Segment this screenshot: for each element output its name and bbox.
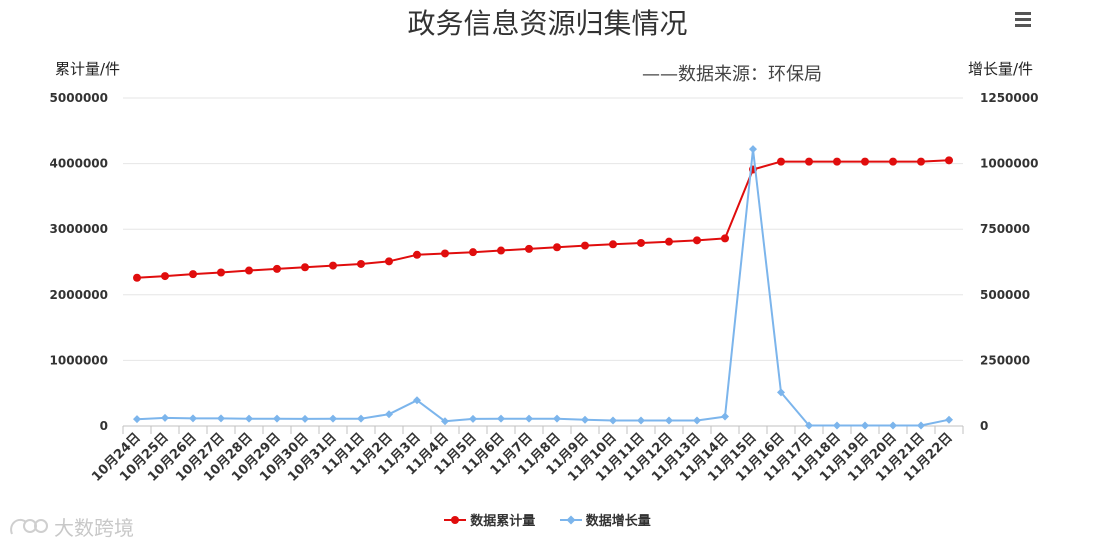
data-point-0 <box>413 250 421 259</box>
data-point-0 <box>497 246 505 255</box>
data-point-0 <box>721 234 729 243</box>
y-left-tick-label: 3000000 <box>50 222 108 236</box>
y-left-tick-label: 5000000 <box>50 91 108 105</box>
y-left-tick-label: 1000000 <box>50 353 108 367</box>
hamburger-menu-icon[interactable] <box>1011 8 1035 30</box>
y-right-tick-label: 250000 <box>980 353 1030 367</box>
data-point-1 <box>749 145 757 154</box>
data-point-0 <box>133 273 141 282</box>
series-line-1 <box>136 148 950 427</box>
y-right-tick-label: 0 <box>980 419 988 433</box>
data-point-0 <box>525 244 533 253</box>
data-point-1 <box>581 415 589 424</box>
data-point-1 <box>833 421 841 430</box>
data-point-1 <box>805 421 813 430</box>
data-point-1 <box>497 414 505 423</box>
data-point-0 <box>665 237 673 246</box>
series-layer <box>133 145 953 430</box>
y-right-tick-label: 1250000 <box>980 91 1038 105</box>
data-point-1 <box>161 413 169 422</box>
y-right-tick-label: 500000 <box>980 288 1030 302</box>
data-point-1 <box>861 421 869 430</box>
data-point-1 <box>609 416 617 425</box>
data-point-1 <box>917 421 925 430</box>
data-point-0 <box>945 156 953 165</box>
data-point-1 <box>721 412 729 421</box>
data-point-1 <box>777 388 785 397</box>
data-point-0 <box>329 261 337 270</box>
legend-symbol-growth <box>559 515 582 524</box>
legend-symbol-cumulative <box>444 515 467 524</box>
data-point-1 <box>525 414 533 423</box>
data-point-0 <box>861 157 869 166</box>
data-point-0 <box>693 236 701 245</box>
data-point-1 <box>273 414 281 423</box>
data-point-1 <box>357 414 365 423</box>
data-point-1 <box>441 417 449 426</box>
data-point-0 <box>889 157 897 166</box>
data-point-0 <box>245 266 253 275</box>
data-point-0 <box>777 157 785 166</box>
data-point-0 <box>917 157 925 166</box>
data-point-0 <box>805 157 813 166</box>
left-axis-title: 累计量/件 <box>55 60 121 78</box>
data-point-1 <box>693 416 701 425</box>
watermark-logo-icon <box>10 518 48 534</box>
y-left-tick-label: 2000000 <box>50 288 108 302</box>
x-axis: 10月24日10月25日10月26日10月27日10月28日10月29日10月3… <box>89 426 964 485</box>
data-point-0 <box>469 248 477 257</box>
data-point-1 <box>413 396 421 405</box>
data-point-1 <box>189 414 197 423</box>
data-point-1 <box>553 414 561 423</box>
data-point-1 <box>469 414 477 423</box>
chart-subtitle: ——数据来源：环保局 <box>642 64 822 85</box>
data-point-0 <box>609 240 617 249</box>
data-point-1 <box>889 421 897 430</box>
chart-title: 政务信息资源归集情况 <box>407 7 688 40</box>
right-axis-title: 增长量/件 <box>967 60 1033 78</box>
data-point-0 <box>357 259 365 268</box>
data-point-1 <box>245 414 253 423</box>
left-axis-ticks: 0 1000000 2000000 3000000 4000000 5000000 <box>50 91 108 433</box>
data-point-0 <box>385 257 393 266</box>
data-point-0 <box>301 263 309 272</box>
data-point-1 <box>329 414 337 423</box>
right-axis-ticks: 0 250000 500000 750000 1000000 1250000 <box>980 91 1038 433</box>
data-point-0 <box>273 264 281 273</box>
data-point-0 <box>441 249 449 258</box>
y-left-tick-label: 0 <box>100 419 108 433</box>
data-point-0 <box>189 270 197 279</box>
data-point-1 <box>637 416 645 425</box>
data-point-0 <box>637 238 645 247</box>
data-point-1 <box>133 415 141 424</box>
legend-item-cumulative[interactable]: 数据累计量 <box>444 510 535 529</box>
y-right-tick-label: 750000 <box>980 222 1030 236</box>
data-point-0 <box>553 243 561 252</box>
series-line-0 <box>136 159 950 279</box>
grid-lines <box>123 97 963 427</box>
data-point-0 <box>161 272 169 281</box>
data-point-0 <box>217 268 225 277</box>
data-point-1 <box>301 414 309 423</box>
legend-label-cumulative: 数据累计量 <box>470 514 536 529</box>
data-point-0 <box>833 157 841 166</box>
legend: 数据累计量 数据增长量 <box>0 510 1095 530</box>
data-point-0 <box>581 241 589 250</box>
watermark-text: 大数跨境 <box>54 516 134 540</box>
data-point-1 <box>217 414 225 423</box>
watermark: 大数跨境 <box>8 512 134 541</box>
y-right-tick-label: 1000000 <box>980 157 1038 171</box>
y-left-tick-label: 4000000 <box>50 157 108 171</box>
data-point-1 <box>665 416 673 425</box>
legend-label-growth: 数据增长量 <box>585 514 651 529</box>
data-point-1 <box>385 410 393 419</box>
legend-item-growth[interactable]: 数据增长量 <box>559 510 651 529</box>
data-point-1 <box>945 415 953 424</box>
